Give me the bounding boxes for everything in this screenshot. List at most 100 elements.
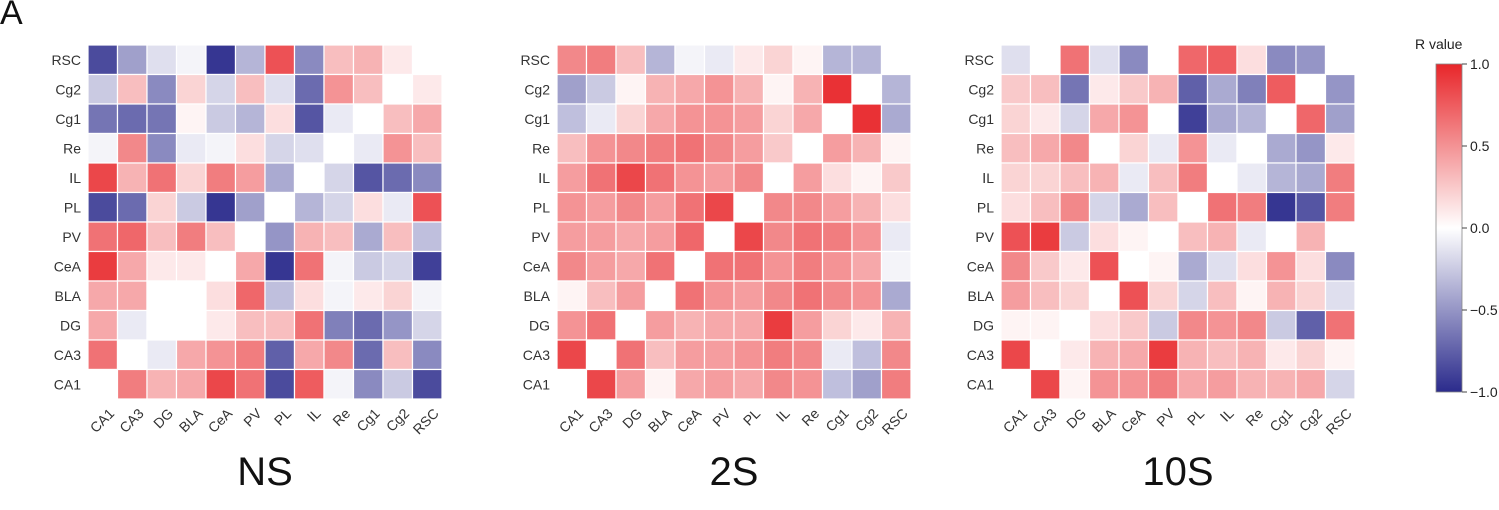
heatmap-cell [851, 191, 883, 223]
heatmap-cell [1265, 250, 1297, 282]
heatmap-cell [1324, 309, 1356, 341]
heatmap-cell [1265, 309, 1297, 341]
heatmap-cell [205, 191, 237, 223]
x-tick-label: CeA [205, 405, 236, 436]
x-tick-label: CA1 [1000, 405, 1031, 436]
heatmap-cell [556, 103, 588, 135]
heatmap-cell [762, 73, 794, 105]
heatmap-cell [352, 221, 384, 253]
heatmap-cell [792, 103, 824, 135]
heatmap-cell [1177, 162, 1209, 194]
heatmap-cell [556, 309, 588, 341]
heatmap-cell [1206, 132, 1238, 164]
x-tick-label: CeA [674, 405, 705, 436]
heatmap-cell [264, 309, 296, 341]
heatmap-cell [382, 280, 414, 312]
heatmap-cell [1088, 280, 1120, 312]
heatmap-cell [293, 191, 325, 223]
heatmap-cell [703, 280, 735, 312]
heatmap-cell [674, 191, 706, 223]
heatmap-cell [1147, 309, 1179, 341]
heatmap-cell [762, 44, 794, 76]
heatmap-cell [1206, 339, 1238, 371]
x-tick-label: ⅠL [773, 405, 793, 425]
heatmap-cell [1147, 339, 1179, 371]
heatmap-cell [644, 309, 676, 341]
heatmap-cell [1147, 191, 1179, 223]
heatmap-cell [821, 103, 853, 135]
heatmap-cell [1236, 339, 1268, 371]
heatmap-cell [880, 309, 912, 341]
heatmap-cell [1088, 103, 1120, 135]
y-tick-label: DG [529, 317, 550, 333]
heatmap-cell [1147, 280, 1179, 312]
heatmap-cell [352, 280, 384, 312]
x-tick-label: Cg1 [1266, 405, 1296, 435]
heatmap-cell [644, 73, 676, 105]
heatmap-cell [792, 309, 824, 341]
heatmap-cell [1236, 44, 1268, 76]
y-tick-label: CA1 [54, 376, 81, 392]
heatmap-cell [175, 339, 207, 371]
heatmap-cell [762, 132, 794, 164]
heatmap-cell [1118, 221, 1150, 253]
heatmap-cell [880, 221, 912, 253]
heatmap-cell [1059, 309, 1091, 341]
heatmap-cell [1147, 162, 1179, 194]
heatmap-cell [792, 191, 824, 223]
heatmap-cell [205, 73, 237, 105]
heatmap-cell [175, 250, 207, 282]
heatmap-cell [556, 368, 588, 400]
heatmap-cell [1177, 44, 1209, 76]
heatmap-cell [411, 339, 443, 371]
heatmap-cell [880, 250, 912, 282]
heatmap-cell [116, 73, 148, 105]
heatmap-cell [1295, 250, 1327, 282]
heatmap-cell [615, 162, 647, 194]
heatmap-cell [703, 339, 735, 371]
heatmap-cell [821, 162, 853, 194]
heatmap-cell [1029, 280, 1061, 312]
heatmap-cell [1059, 103, 1091, 135]
heatmap-cell [323, 103, 355, 135]
heatmap-cell [615, 191, 647, 223]
heatmap-cell [1088, 368, 1120, 400]
x-tick-label: PL [271, 405, 295, 429]
heatmap-cell [1059, 132, 1091, 164]
heatmap-cell [1088, 191, 1120, 223]
heatmap-cell [674, 280, 706, 312]
x-tick-label: PL [740, 405, 764, 429]
heatmap-cell [352, 162, 384, 194]
heatmap-cell [1118, 162, 1150, 194]
heatmap-cell [556, 191, 588, 223]
heatmap-cell [1206, 368, 1238, 400]
heatmap-cell [1324, 339, 1356, 371]
heatmap-cell [880, 368, 912, 400]
heatmap-cell [234, 191, 266, 223]
x-tick-label: PL [1184, 405, 1208, 429]
heatmap-cell [703, 44, 735, 76]
x-tick-label: RSC [879, 405, 911, 437]
heatmap-cell [615, 339, 647, 371]
heatmap-cell [1000, 191, 1032, 223]
heatmap-cell [1265, 339, 1297, 371]
heatmap-cell [1177, 280, 1209, 312]
heatmap-cell [205, 280, 237, 312]
heatmap-cell [792, 339, 824, 371]
heatmap-cell [585, 132, 617, 164]
heatmap-cell [352, 339, 384, 371]
heatmap-cell [1206, 162, 1238, 194]
heatmap-cell [585, 339, 617, 371]
heatmap-cell [1118, 103, 1150, 135]
heatmap-cell [175, 73, 207, 105]
heatmap-cell [87, 339, 119, 371]
x-tick-label: CA3 [1029, 405, 1060, 436]
heatmap-cell [352, 44, 384, 76]
heatmap-cell [880, 162, 912, 194]
heatmap-cell [411, 132, 443, 164]
y-tick-label: Cg1 [524, 111, 550, 127]
heatmap-cell [1118, 132, 1150, 164]
heatmap-cell [1177, 132, 1209, 164]
heatmap-cell [146, 191, 178, 223]
heatmap-cell [1029, 103, 1061, 135]
